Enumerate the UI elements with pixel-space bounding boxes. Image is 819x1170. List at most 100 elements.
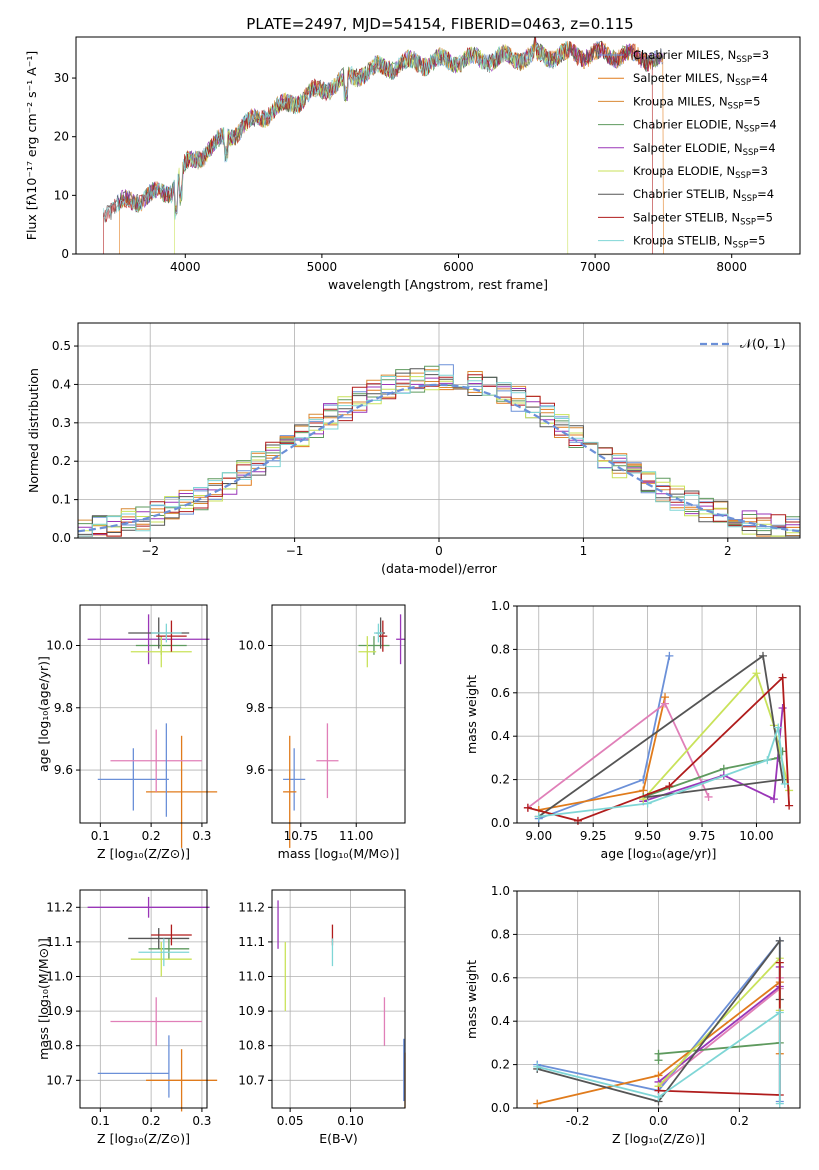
axes-border xyxy=(79,604,208,824)
x-axis-label: E(B-V) xyxy=(319,1131,358,1146)
weight-marker xyxy=(763,756,772,765)
weight-marker xyxy=(654,1093,663,1102)
weight-marker xyxy=(752,669,761,678)
y-axis-label: age [log₁₀(age/yr)] xyxy=(36,656,51,772)
y-tick-label: 9.8 xyxy=(246,701,265,715)
x-tick-label: 0.0 xyxy=(649,1114,668,1128)
y-tick-label: 9.6 xyxy=(246,763,265,777)
weight-marker xyxy=(534,812,543,821)
legend-value: =4 xyxy=(759,141,776,155)
x-tick-label: 5000 xyxy=(307,260,338,274)
axes-frame: 0.05 0.10 10.7 10.8 10.9 11.0 11.1 11.2 E(B-V) xyxy=(238,889,406,1146)
y-tick-label: 1.0 xyxy=(491,599,510,613)
legend-value: =4 xyxy=(760,118,777,132)
figure-title: PLATE=2497, MJD=54154, FIBERID=0463, z=0… xyxy=(246,15,633,33)
legend-value: =4 xyxy=(757,187,774,201)
legend-subscript: SSP xyxy=(735,78,751,88)
y-tick-label: 11.2 xyxy=(238,900,265,914)
plot-area xyxy=(283,614,405,848)
axes-border xyxy=(271,604,406,824)
x-tick-label: 0.2 xyxy=(142,829,161,843)
weight-line xyxy=(538,696,666,811)
legend-label: 𝒩(0, 1) xyxy=(740,336,786,351)
y-tick-label: 10.8 xyxy=(46,1039,73,1053)
histogram-line xyxy=(78,374,800,537)
weight-marker xyxy=(778,703,787,712)
plot-area xyxy=(87,614,218,848)
y-tick-label: 0 xyxy=(61,247,69,261)
legend-value: =5 xyxy=(756,210,773,224)
x-tick-label: 4000 xyxy=(170,260,201,274)
weight-marker xyxy=(533,1062,542,1071)
weight-line xyxy=(538,654,784,818)
legend-label: Salpeter MILES, NSSP=4 xyxy=(633,71,768,88)
axes-border xyxy=(79,889,208,1109)
x-tick-label: 9.00 xyxy=(525,829,552,843)
legend-subscript: SSP xyxy=(736,55,752,65)
legend-label: Salpeter ELODIE, NSSP=4 xyxy=(633,141,776,158)
spectrum-line xyxy=(103,41,568,220)
y-tick-label: 0.0 xyxy=(491,816,510,830)
y-tick-label: 9.6 xyxy=(54,763,73,777)
histogram-line xyxy=(78,370,800,537)
x-tick-label: 6000 xyxy=(443,260,474,274)
axes-border xyxy=(516,605,801,824)
panel-mass_vs_ebv: 0.05 0.10 10.7 10.8 10.9 11.0 11.1 11.2 E(B-V) xyxy=(238,889,406,1146)
weight-line xyxy=(657,1042,780,1061)
y-tick-label: 0.6 xyxy=(491,971,510,985)
x-tick-label: −2 xyxy=(141,544,159,558)
panel-mass_vs_z: 0.1 0.2 0.3 10.7 10.8 10.9 11.0 11.1 11.2 Z [log₁… xyxy=(36,889,218,1146)
x-tick-label: 9.25 xyxy=(580,829,607,843)
legend-value: =3 xyxy=(751,164,768,178)
weight-marker xyxy=(523,803,532,812)
y-tick-label: 0.5 xyxy=(52,339,71,353)
legend-value: =4 xyxy=(751,71,768,85)
x-tick-label: 0 xyxy=(435,544,443,558)
y-tick-label: 0.8 xyxy=(491,642,510,656)
plot-area xyxy=(523,651,794,825)
y-tick-label: 9.8 xyxy=(54,701,73,715)
weight-marker xyxy=(778,775,787,784)
y-tick-label: 11.0 xyxy=(46,970,73,984)
y-tick-label: 0.1 xyxy=(52,493,71,507)
legend-value: =5 xyxy=(743,94,760,108)
x-tick-label: −1 xyxy=(286,544,304,558)
y-tick-label: 10.9 xyxy=(46,1004,73,1018)
y-tick-label: 0.6 xyxy=(491,686,510,700)
weight-line xyxy=(536,1010,781,1104)
y-tick-label: 30 xyxy=(54,71,69,85)
axes-frame: 0.1 0.2 0.3 9.6 9.8 10.0 Z [log₁₀(Z/Z⊙)] age [l… xyxy=(36,604,211,861)
y-tick-label: 11.1 xyxy=(46,935,73,949)
axes-frame: 9.00 9.25 9.50 9.75 10.00 0.0 0.2 0.4 0.6 0.8 1.0 a… xyxy=(464,599,801,861)
axes-border xyxy=(75,36,801,255)
weight-marker xyxy=(704,792,713,801)
x-axis-label: Z [log₁₀(Z/Z⊙)] xyxy=(97,1131,190,1146)
y-tick-label: 1.0 xyxy=(491,884,510,898)
legend-subscript: SSP xyxy=(735,171,751,181)
legend-label: Chabrier STELIB, NSSP=4 xyxy=(633,187,774,204)
y-tick-label: 0.4 xyxy=(491,1014,510,1028)
weight-marker xyxy=(780,779,789,788)
panel-age_vs_mass: 10.75 11.00 9.6 9.8 10.0 mass [log₁₀(M/M⊙)] xyxy=(238,604,406,861)
spectrum-line xyxy=(103,37,653,254)
weight-marker xyxy=(785,801,794,810)
x-tick-label: 2 xyxy=(724,544,732,558)
x-axis-label: Z [log₁₀(Z/Z⊙)] xyxy=(97,846,190,861)
legend-label: Chabrier MILES, NSSP=3 xyxy=(633,48,769,65)
x-tick-label: 0.1 xyxy=(91,1114,110,1128)
y-tick-label: 0.2 xyxy=(52,454,71,468)
y-tick-label: 20 xyxy=(54,130,69,144)
y-tick-label: 10.0 xyxy=(46,638,73,652)
x-axis-label: Z [log₁₀(Z/Z⊙)] xyxy=(612,1131,705,1146)
weight-marker xyxy=(643,799,652,808)
x-axis-label: age [log₁₀(age/yr)] xyxy=(601,846,717,861)
x-tick-label: 0.2 xyxy=(730,1114,749,1128)
weight-marker xyxy=(774,723,783,732)
y-tick-label: 0.2 xyxy=(491,1058,510,1072)
x-tick-label: 9.50 xyxy=(634,829,661,843)
legend-subscript: SSP xyxy=(733,241,749,251)
x-tick-label: 10.00 xyxy=(739,829,773,843)
x-axis-label: wavelength [Angstrom, rest frame] xyxy=(328,277,548,292)
y-tick-label: 10.0 xyxy=(238,638,265,652)
y-axis-label: mass [log₁₀(M/M⊙)] xyxy=(36,938,51,1060)
